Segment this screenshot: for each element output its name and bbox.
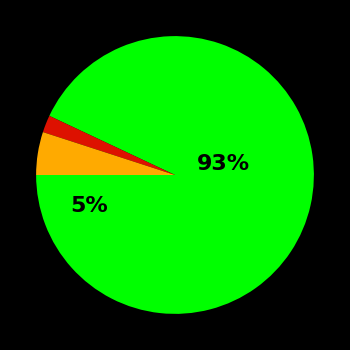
- Wedge shape: [43, 116, 175, 175]
- Wedge shape: [36, 132, 175, 175]
- Text: 93%: 93%: [197, 154, 250, 174]
- Wedge shape: [36, 36, 314, 314]
- Text: 5%: 5%: [70, 196, 108, 216]
